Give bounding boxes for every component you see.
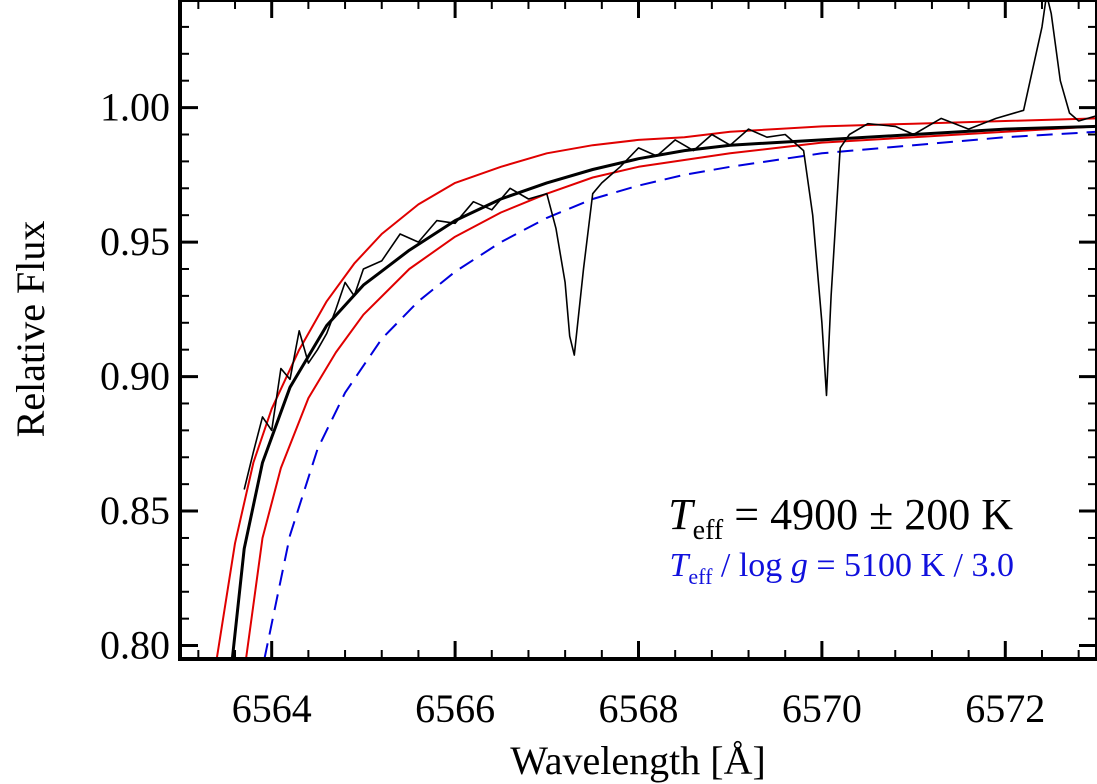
series-line-observed: [243, 0, 1097, 490]
tick-labels: 6564 6566 6568 6570 6572 0.80 0.85 0.90 0.95 1.00: [100, 85, 1045, 731]
x-tick-label: 6566: [415, 686, 495, 731]
teff-subscript: eff: [693, 515, 724, 546]
x-tick-label: 6564: [232, 686, 312, 731]
x-tick-label: 6572: [965, 686, 1045, 731]
y-tick-label: 0.95: [100, 219, 170, 264]
teff-symbol: T: [668, 490, 696, 539]
model-annotation: Teff / log g = 5100 K / 3.0: [669, 547, 1014, 589]
model-g: g: [791, 547, 808, 584]
x-axis-label: Wavelength [Å]: [510, 738, 766, 783]
y-axis-label: Relative Flux: [8, 221, 53, 438]
plot-frame: [178, 0, 1097, 661]
model-value: = 5100 K / 3.0: [808, 547, 1014, 584]
y-tick-label: 0.80: [100, 623, 170, 668]
teff-value: = 4900 ± 200 K: [723, 490, 1013, 539]
model-symbol: T: [669, 547, 690, 584]
model-sep: / log: [712, 547, 790, 584]
y-tick-label: 1.00: [100, 85, 170, 130]
data-lines: [215, 0, 1097, 660]
y-tick-label: 0.90: [100, 354, 170, 399]
series-line-model-dashed: [263, 130, 1097, 660]
series-line-best-fit: [230, 124, 1097, 660]
teff-annotation: Teff = 4900 ± 200 K: [668, 490, 1013, 546]
series-line-lower-bound: [245, 125, 1097, 660]
x-tick-label: 6570: [782, 686, 862, 731]
model-subscript: eff: [688, 564, 713, 589]
x-tick-label: 6568: [599, 686, 679, 731]
y-tick-label: 0.85: [100, 488, 170, 533]
